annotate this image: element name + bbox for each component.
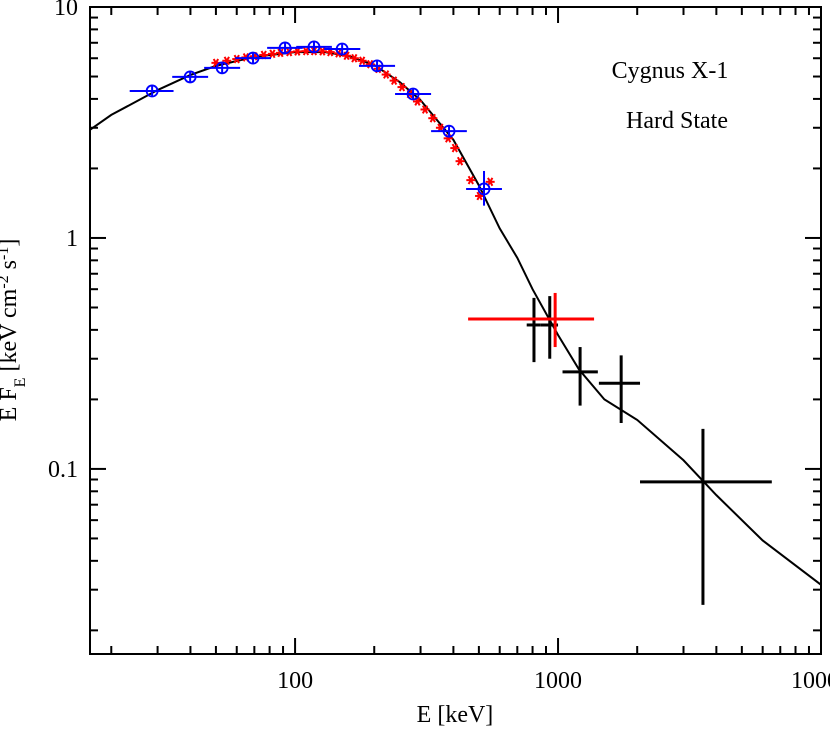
model-curve [90,51,821,586]
star-point [485,177,495,187]
star-point [420,105,430,114]
star-stroke [456,156,464,166]
star-stroke [343,51,350,61]
star-stroke [421,105,429,114]
annotation: Cygnus X-1 [612,58,729,84]
circle-point [278,41,292,55]
star-stroke [351,53,358,63]
star-stroke [451,143,458,153]
circle-point [215,61,229,75]
star-stroke [212,58,220,68]
star-point [267,49,277,59]
star-point [397,82,407,92]
y-axis-label-part: -1 [0,247,12,260]
star-stroke [398,82,406,92]
y-axis-label-part: E F [0,387,22,421]
circle-point [246,51,260,65]
y-axis-label-part: ] [0,239,22,247]
star-point [317,46,327,56]
circle-point [145,84,159,98]
x-tick-label: 1000 [534,668,582,694]
circle-point [406,87,420,101]
star-stroke [233,54,240,64]
y-tick-label: 0.1 [48,457,78,483]
circle-point [442,124,456,138]
x-tick-label: 10000 [791,668,830,694]
star-point [450,143,460,153]
star-stroke [319,46,326,56]
star-stroke [269,49,276,59]
star-point [455,156,465,166]
y-tick-label: 10 [54,0,78,21]
circle-point [183,70,197,84]
star-stroke [467,175,474,185]
star-point [381,70,391,79]
star-point [349,53,359,63]
y-tick-label: 1 [66,226,78,252]
y-axis-label-part: s [0,260,22,275]
star-stroke [302,46,310,56]
star-stroke [414,97,421,106]
circle-point [307,40,321,54]
y-axis-label-part: -2 [0,275,12,288]
star-stroke [487,177,494,187]
star-point [357,56,367,66]
x-axis-label: E [keV] [417,702,494,728]
y-axis-label: E FE [keV cm-2 s-1] [0,239,29,422]
circle-point [370,59,384,73]
star-point [466,175,476,185]
star-stroke [429,113,436,123]
star-stroke [390,76,398,86]
star-point [389,76,399,86]
star-point [428,113,438,123]
star-stroke [383,70,390,79]
annotation: Hard State [626,108,728,134]
star-stroke [359,56,366,66]
plot-frame [89,6,822,655]
y-axis-label-part: E [12,378,29,388]
star-point [301,46,311,56]
circle-point [477,182,491,196]
star-stroke [277,48,284,58]
y-axis-label-part: [keV cm [0,288,22,377]
star-point [232,54,242,64]
plot-area [90,40,821,605]
x-tick-label: 100 [277,668,313,694]
circle-point [335,42,349,56]
